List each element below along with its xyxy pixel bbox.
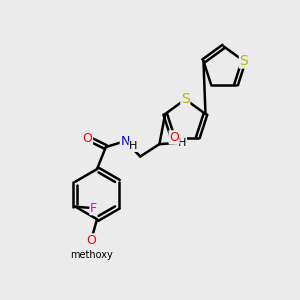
Text: O: O	[169, 131, 179, 144]
Text: O: O	[82, 132, 92, 145]
Text: S: S	[181, 92, 190, 106]
Text: O: O	[86, 234, 96, 247]
Text: F: F	[90, 202, 97, 215]
Text: S: S	[239, 54, 248, 68]
Text: methoxy: methoxy	[70, 250, 113, 260]
Text: N: N	[120, 135, 130, 148]
Text: H: H	[129, 142, 137, 152]
Text: H: H	[178, 138, 187, 148]
